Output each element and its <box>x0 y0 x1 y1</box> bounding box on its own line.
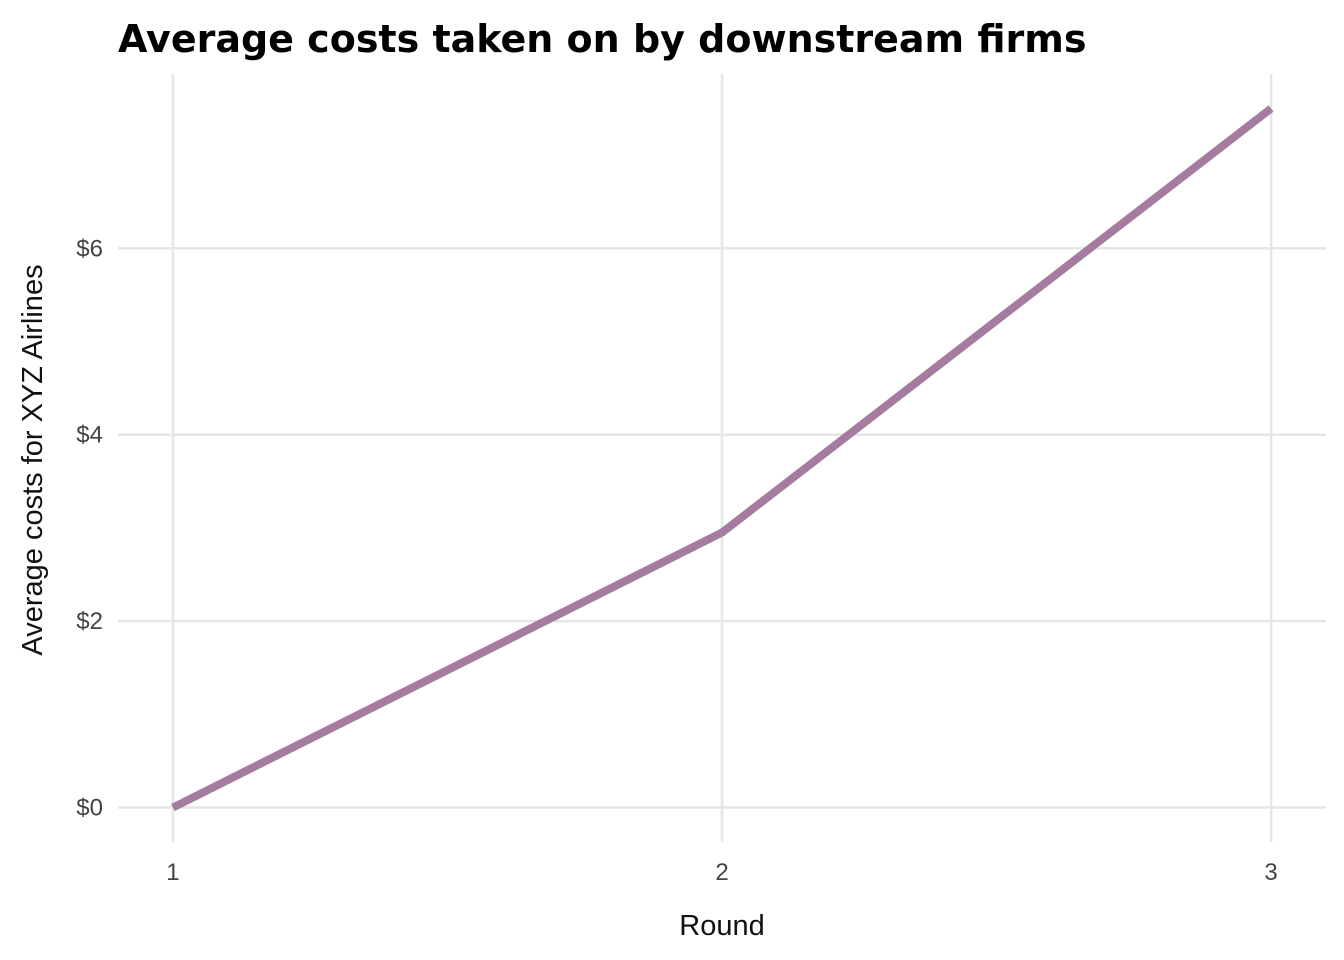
series-layer <box>171 105 1274 812</box>
x-tick-label: 1 <box>166 859 179 886</box>
x-tick-label: 3 <box>1264 859 1277 886</box>
y-axis-title: Average costs for XYZ Airlines <box>17 264 49 655</box>
y-gridlines <box>118 247 1326 809</box>
series-line <box>171 105 1274 812</box>
x-tick-label: 2 <box>715 859 728 886</box>
x-gridlines <box>171 74 1273 842</box>
x-axis-title: Round <box>679 910 764 942</box>
y-tick-label: $4 <box>76 422 103 449</box>
y-tick-labels: $0 $2 $4 $6 <box>76 235 103 821</box>
y-tick-label: $6 <box>76 235 103 262</box>
x-tick-labels: 1 2 3 <box>166 859 1278 886</box>
y-tick-label: $0 <box>76 795 103 822</box>
chart-title: Average costs taken on by downstream fir… <box>118 17 1087 61</box>
y-tick-label: $2 <box>76 608 103 635</box>
